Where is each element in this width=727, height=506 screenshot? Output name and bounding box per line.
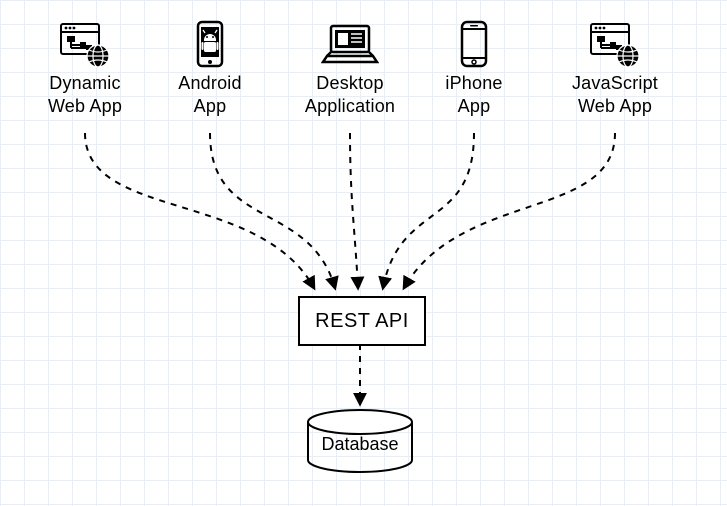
label-line1: Android	[178, 73, 241, 93]
client-android-app: Android App	[165, 20, 255, 117]
browser-globe-icon	[58, 20, 112, 68]
client-label: Android App	[165, 72, 255, 117]
label-line2: Web App	[48, 96, 122, 116]
database-label: Database	[304, 434, 416, 455]
browser-globe-icon	[588, 20, 642, 68]
client-label: Dynamic Web App	[30, 72, 140, 117]
client-label: Desktop Application	[290, 72, 410, 117]
iphone-icon	[455, 20, 493, 68]
label-line1: iPhone	[445, 73, 502, 93]
label-line2: Web App	[578, 96, 652, 116]
rest-api-label: REST API	[315, 310, 409, 333]
rest-api-box: REST API	[298, 296, 426, 346]
label-line1: JavaScript	[572, 73, 658, 93]
label-line1: Desktop	[316, 73, 383, 93]
laptop-icon	[321, 20, 379, 68]
label-line1: Dynamic	[49, 73, 120, 93]
architecture-diagram: { "type": "architecture-diagram", "backg…	[0, 0, 727, 506]
client-dynamic-web-app: Dynamic Web App	[30, 20, 140, 117]
label-line2: Application	[305, 96, 395, 116]
client-label: iPhone App	[434, 72, 514, 117]
android-phone-icon	[190, 20, 230, 68]
client-iphone-app: iPhone App	[434, 20, 514, 117]
client-desktop-app: Desktop Application	[290, 20, 410, 117]
client-label: JavaScript Web App	[555, 72, 675, 117]
label-line2: App	[458, 96, 491, 116]
client-js-web-app: JavaScript Web App	[555, 20, 675, 117]
label-line2: App	[194, 96, 227, 116]
label-text: Database	[321, 434, 398, 454]
